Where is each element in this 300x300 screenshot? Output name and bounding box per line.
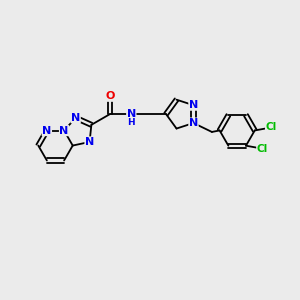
Text: N: N xyxy=(189,100,198,110)
Text: N: N xyxy=(71,113,80,123)
Text: O: O xyxy=(105,91,115,101)
Text: Cl: Cl xyxy=(257,144,268,154)
Text: N: N xyxy=(85,137,94,147)
Text: N: N xyxy=(59,126,69,136)
Text: N: N xyxy=(127,109,136,119)
Text: N: N xyxy=(42,126,52,136)
Text: Cl: Cl xyxy=(266,122,277,133)
Text: N: N xyxy=(189,118,198,128)
Text: H: H xyxy=(128,118,135,127)
